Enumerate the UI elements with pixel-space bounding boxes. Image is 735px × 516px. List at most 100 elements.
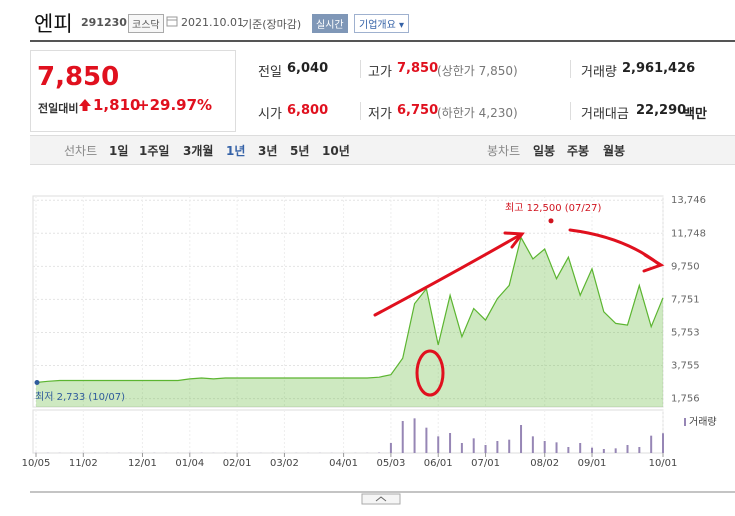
volume-bar	[591, 447, 594, 453]
x-tick-label: 10/01	[649, 458, 678, 469]
x-tick-label: 02/01	[223, 458, 252, 469]
volume-bar	[638, 447, 641, 453]
volume-bar	[567, 447, 570, 453]
y-tick-label: 9,750	[671, 261, 700, 272]
volume-bar	[531, 436, 534, 453]
legend-swatch	[684, 418, 686, 426]
red-arrow	[373, 233, 522, 317]
change-label: 전일대비	[38, 102, 79, 115]
company-label: 기업개요	[359, 20, 396, 31]
market-badge: 코스닥	[128, 14, 164, 33]
quote-label: 고가	[368, 65, 392, 80]
volume-bar	[626, 445, 629, 453]
volume-bar	[602, 449, 605, 453]
volume-bar	[413, 418, 416, 453]
red-arrow-head	[642, 253, 665, 273]
quote-label: 시가	[258, 107, 282, 122]
tab[interactable]: 3년	[258, 144, 278, 158]
quote-value: 6,040	[287, 61, 329, 76]
collapse-button[interactable]	[361, 493, 401, 505]
divider	[570, 102, 571, 120]
quote-note: (하한가 4,230)	[437, 106, 518, 120]
tab[interactable]: 5년	[290, 144, 310, 158]
tab[interactable]: 주봉	[567, 144, 590, 158]
volume-bar	[579, 443, 582, 453]
quote-note: (상한가 7,850)	[437, 64, 518, 78]
x-tick-label: 12/01	[128, 458, 157, 469]
volume-bar	[555, 442, 558, 453]
company-dropdown[interactable]: 기업개요 ▾	[354, 14, 410, 33]
x-tick-label: 03/02	[270, 458, 299, 469]
x-tick-label: 11/02	[69, 458, 98, 469]
tab[interactable]: 3개월	[183, 144, 214, 158]
quote-label: 전일	[258, 65, 282, 80]
calendar-icon	[166, 16, 178, 27]
volume-bar	[484, 445, 487, 453]
annotation-label: 최고 12,500 (07/27)	[505, 202, 601, 214]
red-arrow	[568, 228, 662, 267]
quote-label: 거래대금	[581, 107, 629, 122]
tab[interactable]: 1일	[109, 144, 129, 158]
quote-value: 7,850	[397, 61, 439, 76]
x-tick-label: 06/01	[424, 458, 453, 469]
price: 7,850	[37, 62, 120, 92]
y-tick-label: 11,748	[671, 228, 706, 239]
legend-label: 거래량	[689, 416, 717, 428]
collapse-icon	[375, 496, 387, 502]
plot: 1,756 3,755 5,753 7,751 9,750 11,748 13,746 10/…	[22, 195, 717, 469]
price-box	[30, 50, 236, 132]
x-tick-label: 08/02	[530, 458, 559, 469]
realtime-button[interactable]: 실시간	[312, 14, 348, 33]
volume-bar	[650, 435, 653, 453]
divider	[30, 40, 735, 42]
quote-label: 거래량	[581, 65, 617, 80]
volume-bar	[425, 427, 428, 453]
y-tick-label: 7,751	[671, 294, 700, 305]
volume-bar	[437, 436, 440, 453]
quote-label: 저가	[368, 107, 392, 122]
quote-value: 6,750	[397, 103, 439, 118]
date: 2021.10.01	[181, 16, 244, 29]
volume-bar	[472, 438, 475, 453]
divider	[570, 60, 571, 78]
y-tick-label: 1,756	[671, 394, 700, 405]
stock-code: 291230	[81, 16, 127, 29]
quote-value: 6,800	[287, 103, 329, 118]
hand-annotation	[373, 228, 665, 397]
tab[interactable]: 월봉	[603, 144, 626, 158]
tab[interactable]: 일봉	[533, 144, 556, 158]
volume-bar	[614, 448, 617, 453]
quote-unit: 백만	[683, 107, 707, 122]
tab-heading: 봉차트	[487, 144, 521, 158]
price-line	[35, 235, 664, 384]
volume-bar	[520, 425, 523, 453]
volume-bar	[460, 443, 463, 453]
basis: 기준(장마감)	[242, 18, 302, 31]
red-arrow-head	[503, 231, 525, 249]
x-tick-label: 10/05	[22, 458, 51, 469]
up-arrow	[79, 99, 91, 111]
tab[interactable]: 1년	[226, 144, 246, 158]
volume-bar	[496, 441, 499, 453]
annotation-dot	[34, 379, 40, 385]
chart: 1,756 3,755 5,753 7,751 9,750 11,748 13,746 10/…	[22, 195, 735, 505]
tab[interactable]: 10년	[322, 144, 350, 158]
divider	[360, 60, 361, 78]
volume-frame	[32, 409, 664, 454]
change: 1,810	[93, 96, 141, 114]
y-tick-label: 3,755	[671, 361, 700, 372]
annotation-label: 최저 2,733 (10/07)	[35, 391, 125, 403]
divider	[360, 102, 361, 120]
volume-bar	[543, 441, 546, 453]
tab-heading: 선차트	[64, 144, 98, 158]
volume-bar	[508, 439, 511, 453]
x-tick-label: 04/01	[329, 458, 358, 469]
x-tick-label: 01/04	[175, 458, 204, 469]
tab[interactable]: 1주일	[139, 144, 170, 158]
x-tick-label: 05/03	[376, 458, 405, 469]
y-tick-label: 13,746	[671, 195, 706, 206]
annotation-dot	[548, 218, 554, 224]
quote-value: 22,290	[636, 103, 687, 118]
